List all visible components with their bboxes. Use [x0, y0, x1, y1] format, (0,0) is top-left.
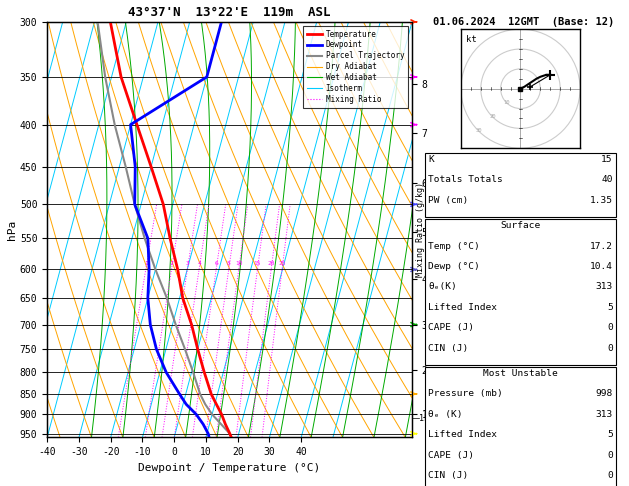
Text: 30: 30 — [476, 128, 482, 133]
Text: 15: 15 — [253, 261, 261, 266]
Text: Lifted Index: Lifted Index — [428, 430, 498, 439]
Text: 0: 0 — [607, 451, 613, 460]
Text: 3: 3 — [186, 261, 189, 266]
Y-axis label: km
ASL: km ASL — [441, 219, 459, 241]
Text: 313: 313 — [596, 410, 613, 419]
Text: Mixing Ratio (g/kg): Mixing Ratio (g/kg) — [416, 182, 425, 277]
Text: CIN (J): CIN (J) — [428, 344, 469, 353]
Text: 5: 5 — [607, 303, 613, 312]
Text: Dewp (°C): Dewp (°C) — [428, 262, 480, 271]
X-axis label: Dewpoint / Temperature (°C): Dewpoint / Temperature (°C) — [138, 463, 321, 473]
Text: Temp (°C): Temp (°C) — [428, 242, 480, 251]
Text: CAPE (J): CAPE (J) — [428, 451, 474, 460]
Text: 20: 20 — [267, 261, 275, 266]
Text: Most Unstable: Most Unstable — [483, 369, 558, 378]
Text: θₑ(K): θₑ(K) — [428, 282, 457, 292]
Text: 4: 4 — [198, 261, 201, 266]
Text: 1.35: 1.35 — [589, 196, 613, 205]
Text: 10: 10 — [503, 100, 510, 105]
Text: 40: 40 — [601, 175, 613, 185]
Text: K: K — [428, 155, 434, 164]
Text: Pressure (mb): Pressure (mb) — [428, 389, 503, 399]
Text: 15: 15 — [601, 155, 613, 164]
Text: 17.2: 17.2 — [589, 242, 613, 251]
Text: 10: 10 — [235, 261, 242, 266]
Text: 01.06.2024  12GMT  (Base: 12): 01.06.2024 12GMT (Base: 12) — [433, 17, 615, 27]
Text: 6: 6 — [214, 261, 218, 266]
Text: Surface: Surface — [501, 221, 540, 230]
Text: 0: 0 — [607, 323, 613, 332]
Text: θₑ (K): θₑ (K) — [428, 410, 463, 419]
Legend: Temperature, Dewpoint, Parcel Trajectory, Dry Adiabat, Wet Adiabat, Isotherm, Mi: Temperature, Dewpoint, Parcel Trajectory… — [303, 26, 408, 108]
Text: kt: kt — [465, 35, 477, 44]
Text: 1: 1 — [144, 261, 148, 266]
Text: 1LCL: 1LCL — [420, 414, 439, 423]
Text: 998: 998 — [596, 389, 613, 399]
Title: 43°37'N  13°22'E  119m  ASL: 43°37'N 13°22'E 119m ASL — [128, 6, 331, 19]
Text: 8: 8 — [227, 261, 231, 266]
Text: 25: 25 — [278, 261, 286, 266]
Text: 0: 0 — [607, 471, 613, 480]
Text: Lifted Index: Lifted Index — [428, 303, 498, 312]
Text: 20: 20 — [489, 114, 496, 119]
Text: 2: 2 — [170, 261, 174, 266]
Text: CIN (J): CIN (J) — [428, 471, 469, 480]
Text: 10.4: 10.4 — [589, 262, 613, 271]
Y-axis label: hPa: hPa — [7, 220, 17, 240]
Text: 313: 313 — [596, 282, 613, 292]
Text: CAPE (J): CAPE (J) — [428, 323, 474, 332]
Text: PW (cm): PW (cm) — [428, 196, 469, 205]
Text: Totals Totals: Totals Totals — [428, 175, 503, 185]
Text: 5: 5 — [607, 430, 613, 439]
Text: 0: 0 — [607, 344, 613, 353]
